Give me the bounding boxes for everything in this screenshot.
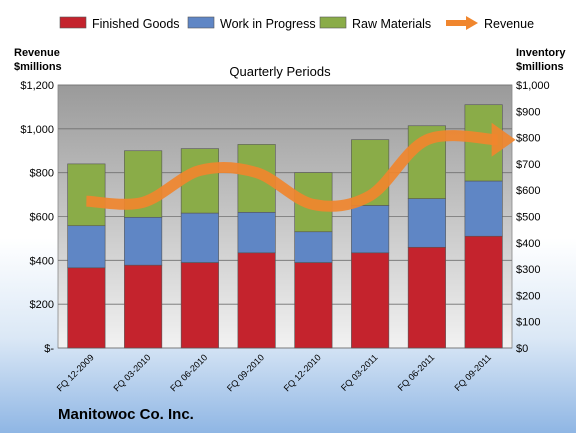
bar-raw-materials	[67, 163, 106, 227]
right-tick-label: $700	[516, 159, 540, 171]
legend: Finished Goods Work in Progress Raw Materi…	[59, 16, 534, 31]
bar-finished-goods	[294, 262, 333, 349]
left-axis-unit: $millions	[14, 61, 62, 73]
legend-swatch-finished-goods	[59, 16, 87, 29]
revenue-arrowhead	[491, 122, 516, 157]
left-tick-label: $200	[30, 299, 54, 311]
bar-finished-goods	[407, 246, 446, 349]
bar-finished-goods	[351, 252, 390, 349]
legend-label-finished-goods: Finished Goods	[92, 17, 180, 31]
x-tick-label: FQ 09-2010	[225, 352, 266, 393]
bar-work-in-progress	[180, 212, 219, 263]
right-tick-label: $200	[516, 290, 540, 302]
bar-finished-goods	[67, 267, 106, 349]
left-tick-label: $400	[30, 255, 54, 267]
left-tick-label: $-	[44, 343, 54, 355]
company-name: Manitowoc Co. Inc.	[58, 406, 194, 423]
bar-work-in-progress	[351, 205, 390, 254]
bar-work-in-progress	[464, 180, 503, 237]
right-tick-label: $400	[516, 238, 540, 250]
right-tick-label: $900	[516, 106, 540, 118]
revenue-line-series	[86, 122, 516, 212]
right-axis-unit: $millions	[516, 61, 564, 73]
bar-work-in-progress	[67, 225, 106, 269]
x-tick-label: FQ 06-2010	[168, 352, 209, 393]
bar-work-in-progress	[407, 198, 446, 248]
x-tick-label: FQ 09-2011	[452, 352, 493, 393]
legend-arrow-icon	[466, 16, 478, 30]
legend-label-raw-materials: Raw Materials	[352, 17, 431, 31]
bar-work-in-progress	[294, 231, 333, 263]
bar-finished-goods	[124, 264, 163, 349]
right-axis-title: Inventory	[516, 47, 566, 59]
left-tick-label: $1,000	[20, 124, 54, 136]
right-tick-label: $600	[516, 185, 540, 197]
x-tick-label: FQ 12-2009	[55, 352, 96, 393]
right-tick-label: $500	[516, 212, 540, 224]
x-tick-label: FQ 03-2010	[112, 352, 153, 393]
bar-finished-goods	[464, 235, 503, 349]
right-tick-label: $1,000	[516, 80, 550, 92]
left-tick-label: $600	[30, 212, 54, 224]
right-tick-label: $800	[516, 133, 540, 145]
left-tick-label: $800	[30, 168, 54, 180]
left-tick-label: $1,200	[20, 80, 54, 92]
x-tick-label: FQ 03-2011	[339, 352, 380, 393]
x-axis-ticks: FQ 12-2009 FQ 03-2010 FQ 06-2010 FQ 09-2010…	[55, 352, 493, 393]
right-tick-label: $100	[516, 317, 540, 329]
left-axis-ticks: $- $200 $400 $600 $800 $1,000 $1,200	[20, 80, 54, 355]
legend-label-revenue: Revenue	[484, 17, 534, 31]
right-tick-label: $0	[516, 343, 528, 355]
bar-work-in-progress	[237, 211, 276, 254]
x-tick-label: FQ 06-2011	[396, 352, 437, 393]
right-tick-label: $300	[516, 264, 540, 276]
bar-work-in-progress	[124, 216, 163, 266]
bar-finished-goods	[237, 252, 276, 349]
bar-finished-goods	[180, 262, 219, 349]
legend-swatch-work-in-progress	[187, 16, 215, 29]
revenue-line	[86, 130, 498, 212]
right-axis-ticks: $0 $100 $200 $300 $400 $500 $600 $700 $800 $900 $1…	[516, 80, 550, 355]
legend-label-work-in-progress: Work in Progress	[220, 17, 316, 31]
legend-swatch-raw-materials	[319, 16, 347, 29]
x-tick-label: FQ 12-2010	[282, 352, 323, 393]
chart-title: Quarterly Periods	[229, 64, 331, 79]
left-axis-title: Revenue	[14, 47, 60, 59]
